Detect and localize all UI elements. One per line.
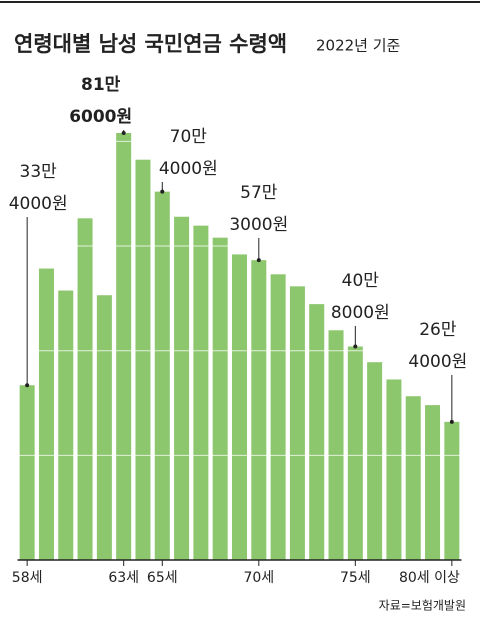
bar xyxy=(367,362,383,560)
bar xyxy=(328,330,344,560)
bar xyxy=(135,159,151,561)
data-label: 57만 xyxy=(240,183,278,203)
bar xyxy=(232,254,247,560)
bar xyxy=(58,290,74,560)
data-label: 26만 xyxy=(419,320,457,340)
data-label: 70만 xyxy=(170,127,208,147)
data-label: 40만 xyxy=(342,271,380,291)
bar xyxy=(251,260,267,560)
x-tick-label: 65세 xyxy=(147,570,178,586)
x-tick-label: 70세 xyxy=(243,570,274,586)
bar xyxy=(425,405,441,560)
bar xyxy=(347,346,363,560)
bar xyxy=(193,225,209,561)
chart-title: 연령대별 남성 국민연금 수령액 xyxy=(14,32,287,56)
bar xyxy=(309,304,325,560)
leader-dot xyxy=(449,419,454,424)
data-label: 6000원 xyxy=(69,107,132,127)
bar xyxy=(444,421,460,560)
x-tick-label: 63세 xyxy=(108,570,139,586)
x-tick-label: 58세 xyxy=(12,570,43,586)
data-label: 4000원 xyxy=(159,159,218,179)
data-label: 8000원 xyxy=(331,303,390,323)
data-label: 33만 xyxy=(20,162,58,182)
leader-dot xyxy=(353,344,358,349)
bar xyxy=(19,385,35,560)
bar xyxy=(38,268,54,560)
bar xyxy=(154,191,170,560)
bar xyxy=(386,379,402,560)
bar xyxy=(289,286,305,560)
bar xyxy=(77,218,93,560)
leader-dot xyxy=(160,189,165,194)
data-label: 81만 xyxy=(81,75,121,95)
x-tick-label: 80세 이상 xyxy=(399,570,460,586)
bar xyxy=(174,216,190,560)
data-label: 4000원 xyxy=(408,352,467,372)
chart-subtitle: 2022년 기준 xyxy=(316,37,401,55)
bar xyxy=(116,133,132,560)
bar xyxy=(96,295,112,560)
bar xyxy=(212,237,228,560)
leader-dot xyxy=(256,258,261,263)
bar xyxy=(405,396,421,560)
bar xyxy=(270,274,286,560)
x-tick-label: 75세 xyxy=(340,570,371,586)
leader-dot xyxy=(121,131,126,136)
data-label: 4000원 xyxy=(9,194,68,214)
leader-dot xyxy=(25,383,30,388)
data-label: 3000원 xyxy=(229,215,288,235)
source: 자료=보험개발원 xyxy=(379,599,466,613)
